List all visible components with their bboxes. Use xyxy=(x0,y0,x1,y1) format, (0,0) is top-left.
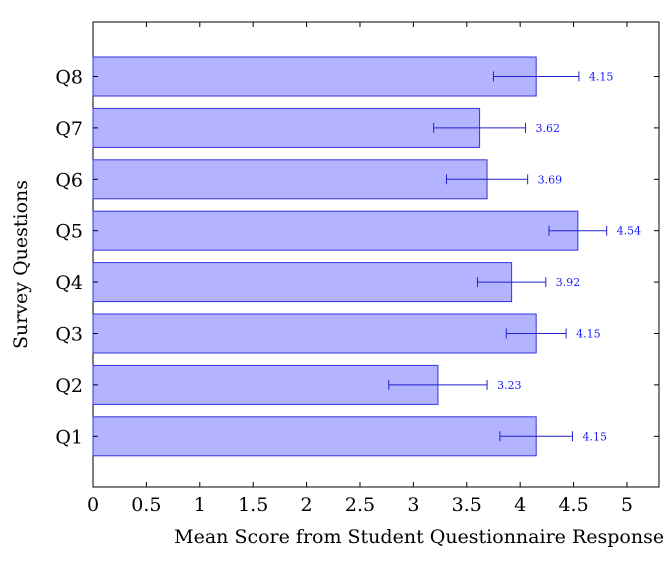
y-tick-label-q6: Q6 xyxy=(55,169,83,191)
bar-q8 xyxy=(92,56,537,97)
value-label-q7: 3.62 xyxy=(536,122,561,135)
y-tick-label-q7: Q7 xyxy=(55,118,83,140)
bar-q6 xyxy=(92,159,488,200)
y-tick-label-q5: Q5 xyxy=(55,221,83,243)
plot-area xyxy=(92,21,660,488)
value-label-q1: 4.15 xyxy=(582,430,607,443)
y-tick-label-q1: Q1 xyxy=(55,426,83,448)
x-tick-label: 4 xyxy=(514,494,526,516)
x-tick-label: 2 xyxy=(301,494,313,516)
bar-q4 xyxy=(92,262,513,303)
y-tick-label-q8: Q8 xyxy=(55,67,83,89)
value-label-q2: 3.23 xyxy=(497,379,522,392)
x-axis-title: Mean Score from Student Questionnaire Re… xyxy=(174,526,665,548)
x-tick-label: 0 xyxy=(87,494,99,516)
value-label-q3: 4.15 xyxy=(576,328,601,341)
x-tick-label: 2.5 xyxy=(345,494,375,516)
bar-q5 xyxy=(92,210,579,251)
plot-frame xyxy=(92,21,660,488)
bars-layer xyxy=(92,56,579,457)
x-tick-label: 5 xyxy=(621,494,633,516)
bar-q1 xyxy=(92,416,537,457)
value-label-q6: 3.69 xyxy=(538,173,563,186)
error-bars-layer xyxy=(388,71,608,442)
data-labels-layer: 4.15 3.23 4.15 3.92 4.54 3.69 3.62 4.15 xyxy=(497,71,641,444)
y-ticks-layer: Q1 Q2 Q3 Q4 Q5 Q6 Q7 Q8 xyxy=(55,67,659,448)
bar-q7 xyxy=(92,107,481,148)
x-ticks-layer: 0 0.5 1 1.5 2 2.5 3 3.5 4 4.5 5 xyxy=(87,22,633,516)
value-label-q4: 3.92 xyxy=(556,276,581,289)
bar-q2 xyxy=(92,364,439,405)
x-tick-label: 1 xyxy=(194,494,206,516)
value-label-q5: 4.54 xyxy=(617,225,642,238)
y-axis-title: Survey Questions xyxy=(10,180,32,349)
y-tick-label-q4: Q4 xyxy=(55,272,83,294)
x-tick-label: 0.5 xyxy=(131,494,161,516)
x-tick-label: 3.5 xyxy=(452,494,482,516)
value-label-q8: 4.15 xyxy=(589,71,614,84)
x-tick-label: 3 xyxy=(407,494,419,516)
y-tick-label-q3: Q3 xyxy=(55,324,83,346)
y-tick-label-q2: Q2 xyxy=(55,375,83,397)
x-tick-label: 4.5 xyxy=(558,494,588,516)
bar-q3 xyxy=(92,313,537,354)
x-tick-label: 1.5 xyxy=(238,494,268,516)
